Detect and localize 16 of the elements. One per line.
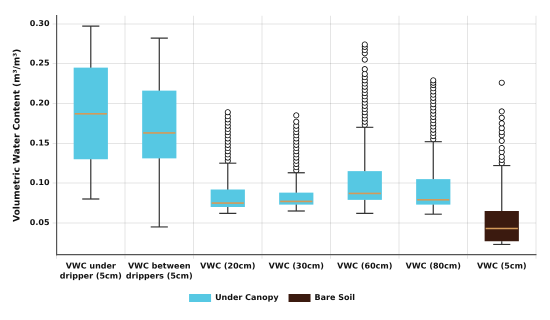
y-tick-label: 0.25 (30, 58, 50, 68)
y-tick-label: 0.05 (30, 218, 50, 228)
x-tick-label: VWC (30cm) (268, 262, 324, 271)
x-tick-label: VWC (60cm) (337, 262, 392, 271)
x-tick-label: VWC (5cm) (476, 262, 527, 271)
y-tick-label: 0.15 (30, 138, 50, 148)
legend-label: Bare Soil (314, 293, 356, 302)
legend-label: Under Canopy (215, 293, 280, 302)
x-tick-label: VWC between drippers (5cm) (126, 262, 193, 280)
y-tick-label: 0.10 (30, 178, 50, 188)
x-tick-label: VWC under dripper (5cm) (60, 262, 122, 280)
x-tick-label: VWC (80cm) (406, 262, 461, 271)
y-tick-label: 0.20 (30, 98, 50, 108)
y-tick-label: 0.30 (30, 18, 50, 28)
y-axis-title: Volumetric Water Content (m³/m³) (12, 48, 23, 222)
x-tick-label: VWC (20cm) (200, 262, 256, 271)
